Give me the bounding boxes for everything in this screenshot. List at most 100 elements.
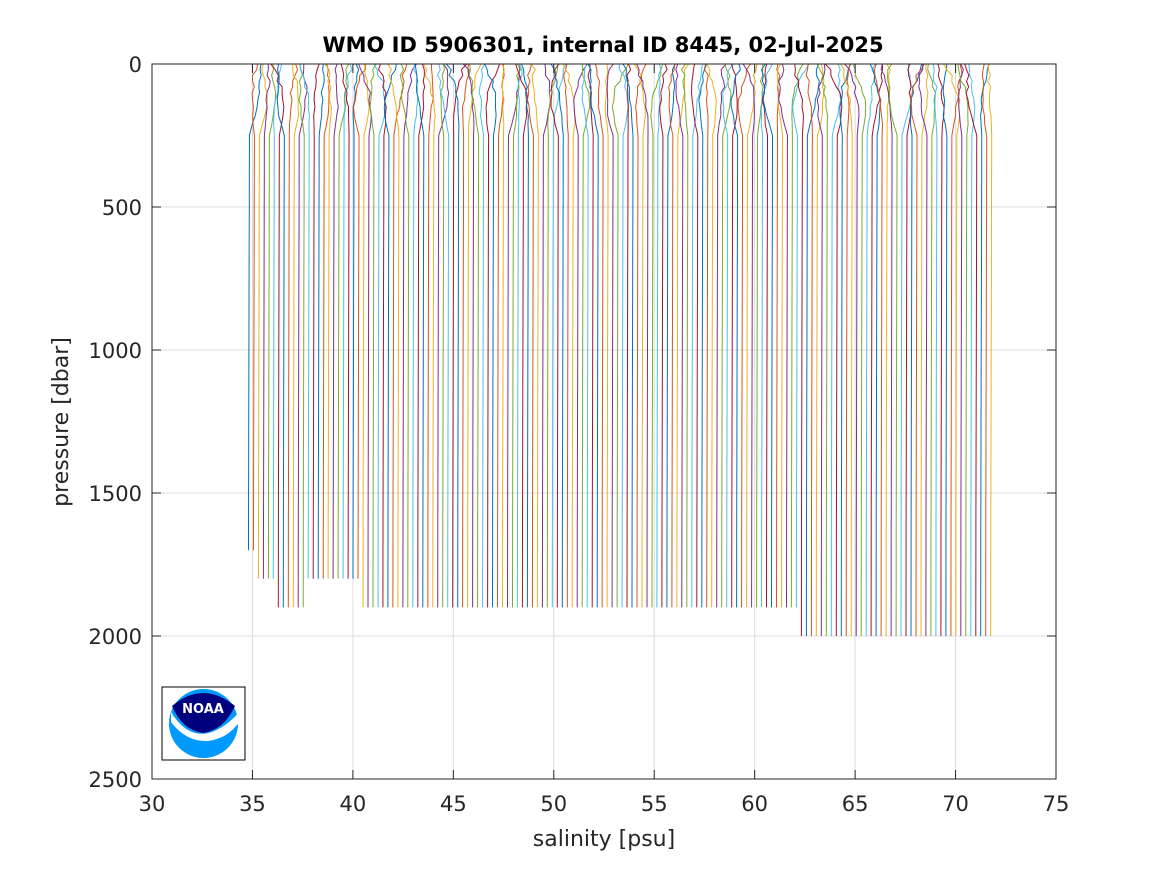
x-tick-label: 75	[1043, 792, 1070, 816]
y-axis-label: pressure [dbar]	[49, 337, 74, 507]
profile-line	[636, 63, 649, 608]
profile-line	[680, 63, 689, 608]
profile-line	[587, 63, 599, 608]
profile-line	[324, 63, 332, 579]
profile-line	[276, 63, 285, 608]
profile-line	[927, 63, 936, 637]
profile-line	[776, 63, 784, 608]
profile-line	[362, 63, 370, 608]
profile-line	[587, 63, 594, 608]
profile-line	[777, 63, 789, 608]
profile-line	[675, 63, 684, 608]
profile-line	[594, 63, 604, 608]
profile-line	[885, 63, 891, 637]
profile-line	[611, 63, 630, 608]
profile-line	[452, 63, 468, 608]
profile-line	[337, 63, 350, 579]
chart-title: WMO ID 5906301, internal ID 8445, 02-Jul…	[322, 33, 883, 57]
profile-line	[635, 63, 647, 608]
profile-line	[840, 63, 853, 637]
profile-line	[760, 63, 773, 608]
profile-line	[516, 63, 523, 608]
profile-line	[731, 63, 738, 608]
profile-line	[526, 63, 534, 608]
profile-line	[794, 63, 805, 637]
profile-line	[880, 63, 893, 637]
profile-line	[957, 63, 969, 637]
x-axis-label: salinity [psu]	[533, 827, 675, 852]
profile-line	[887, 63, 898, 637]
profile-line	[581, 63, 589, 608]
profile-line	[439, 63, 445, 608]
profile-line	[312, 63, 320, 579]
profile-line	[742, 63, 755, 608]
y-tick-labels: 0 500 1000 1500 2000 2500	[89, 53, 142, 792]
profile-line	[760, 63, 773, 608]
profile-line	[369, 63, 377, 608]
profile-line	[839, 63, 851, 637]
profile-line	[322, 63, 331, 579]
profile-line	[815, 63, 825, 637]
profile-line	[414, 63, 425, 608]
profile-line	[761, 63, 768, 608]
profile-line	[909, 63, 923, 637]
profile-line	[958, 63, 964, 637]
profile-line	[353, 64, 366, 579]
profile-line	[445, 63, 460, 608]
logo-text: NOAA	[182, 702, 224, 717]
profile-line	[870, 63, 884, 637]
profile-line	[550, 63, 564, 608]
y-tick-label: 2500	[89, 768, 142, 792]
profile-line	[716, 63, 727, 608]
profile-line	[691, 63, 699, 608]
profile-line	[257, 63, 268, 579]
grid	[152, 64, 1056, 779]
profile-line	[417, 63, 426, 608]
profile-line	[622, 63, 634, 608]
profile-line	[373, 63, 387, 608]
profile-line	[402, 63, 418, 608]
axis-ticks	[151, 63, 1057, 780]
profile-line	[980, 63, 990, 637]
profile-line	[383, 63, 397, 608]
profile-line	[905, 63, 913, 637]
profile-line	[776, 63, 781, 608]
profile-line	[746, 63, 758, 608]
x-tick-label: 70	[942, 792, 969, 816]
profile-line	[918, 63, 928, 637]
profile-line	[650, 63, 664, 608]
x-tick-label: 50	[540, 792, 567, 816]
profile-line	[666, 63, 676, 608]
profile-line	[292, 64, 300, 608]
profile-line	[484, 63, 497, 608]
logo-white-swoosh	[171, 705, 244, 742]
profile-line	[704, 63, 709, 608]
profile-line	[816, 63, 829, 637]
profile-line	[262, 63, 271, 579]
profile-line	[412, 63, 419, 608]
profile-line	[530, 63, 539, 608]
profile-line	[501, 63, 505, 608]
profile-line	[392, 63, 408, 608]
profile-line	[676, 63, 690, 608]
profile-line	[299, 63, 310, 579]
profile-line	[377, 63, 387, 608]
x-tick-label: 60	[741, 792, 768, 816]
profile-line	[573, 63, 588, 608]
profile-line	[805, 63, 820, 637]
profile-line	[633, 63, 646, 608]
profile-line	[436, 63, 450, 608]
profile-line	[387, 63, 400, 608]
profile-line	[340, 63, 350, 579]
y-tick-label: 500	[102, 196, 142, 220]
profile-line	[626, 63, 632, 608]
profile-line	[604, 63, 609, 608]
logo-dark-cap	[172, 693, 235, 733]
plot-frame	[151, 63, 1057, 780]
profile-line	[546, 63, 559, 608]
profile-line	[427, 63, 434, 608]
profile-line	[756, 63, 764, 608]
x-tick-labels: 30 35 40 45 50 55 60 65 70 75	[139, 792, 1070, 816]
profile-line	[512, 63, 522, 608]
profile-line	[942, 63, 948, 637]
